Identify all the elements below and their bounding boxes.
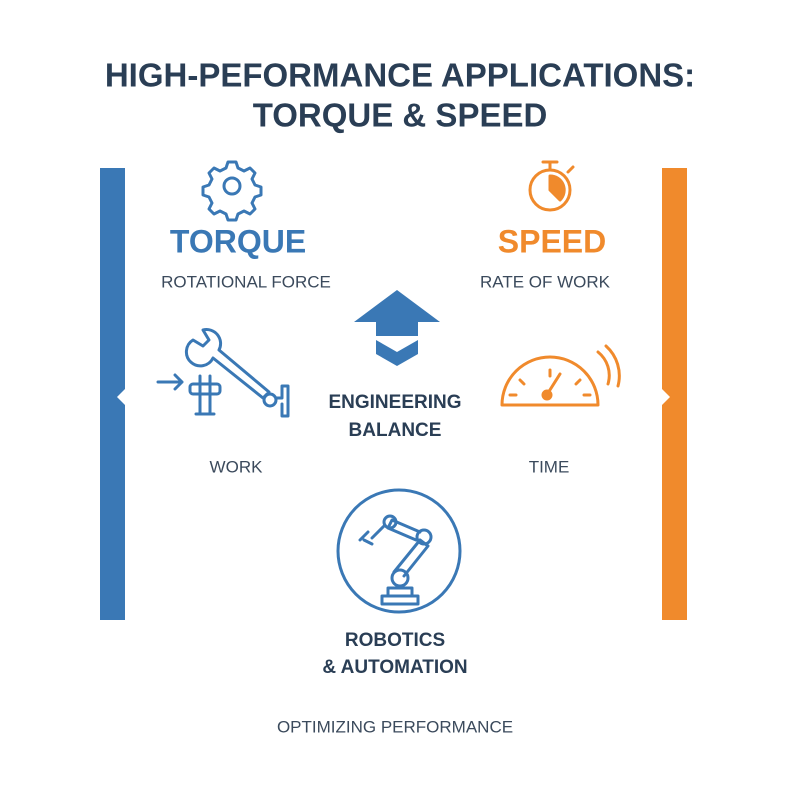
gauge-icon-part	[596, 344, 621, 388]
gauge-icon-part	[508, 368, 592, 397]
heading: TORQUE	[170, 223, 306, 259]
gear-icon-part	[201, 160, 263, 222]
footer: OPTIMIZING PERFORMANCE	[277, 717, 513, 736]
up-arrow	[354, 290, 440, 366]
robot-icon-part	[386, 518, 422, 542]
gauge-icon-part	[541, 389, 553, 401]
subtitle: RATE OF WORK	[480, 272, 611, 291]
robot-icon-part	[382, 514, 398, 530]
side-bars	[100, 168, 687, 620]
gauge-icon-part	[500, 355, 600, 407]
center-line: ENGINEERING	[328, 392, 461, 413]
side-label: TIME	[529, 457, 570, 476]
stopwatch-icon	[528, 160, 575, 212]
wrench-icon-part	[156, 373, 184, 391]
side-bars-part	[662, 389, 670, 405]
robot-icon-part	[415, 528, 433, 546]
robot-icon-part	[336, 488, 462, 614]
title-line: TORQUE & SPEED	[253, 97, 548, 134]
subtitle: ROTATIONAL FORCE	[161, 272, 331, 291]
wrench-icon-part	[188, 382, 222, 396]
bottom-line: & AUTOMATION	[322, 657, 467, 678]
gauge-icon-part	[546, 372, 562, 395]
wrench-icon-part	[262, 392, 278, 408]
title-line: HIGH-PEFORMANCE APPLICATIONS:	[105, 57, 695, 94]
robot-icon-part	[380, 586, 420, 606]
gear-icon	[201, 160, 263, 222]
gauge-icon	[500, 344, 621, 407]
robot-icon	[336, 488, 462, 614]
robot-icon-part	[358, 524, 386, 546]
stopwatch-icon-part	[541, 160, 575, 174]
heading: SPEED	[498, 223, 606, 259]
wrench-icon-part	[194, 374, 216, 416]
center-line: BALANCE	[349, 420, 442, 441]
up-arrow-part	[376, 340, 418, 366]
gear-icon-part	[222, 176, 242, 196]
stopwatch-icon-part	[548, 174, 566, 202]
wrench-icon	[156, 328, 290, 418]
robot-icon-part	[390, 568, 410, 588]
side-bars-part	[117, 389, 125, 405]
up-arrow-part	[354, 290, 440, 336]
wrench-icon-part	[274, 384, 290, 418]
bottom-line: ROBOTICS	[345, 630, 445, 651]
wrench-icon-part	[184, 328, 271, 400]
side-label: WORK	[210, 457, 264, 476]
